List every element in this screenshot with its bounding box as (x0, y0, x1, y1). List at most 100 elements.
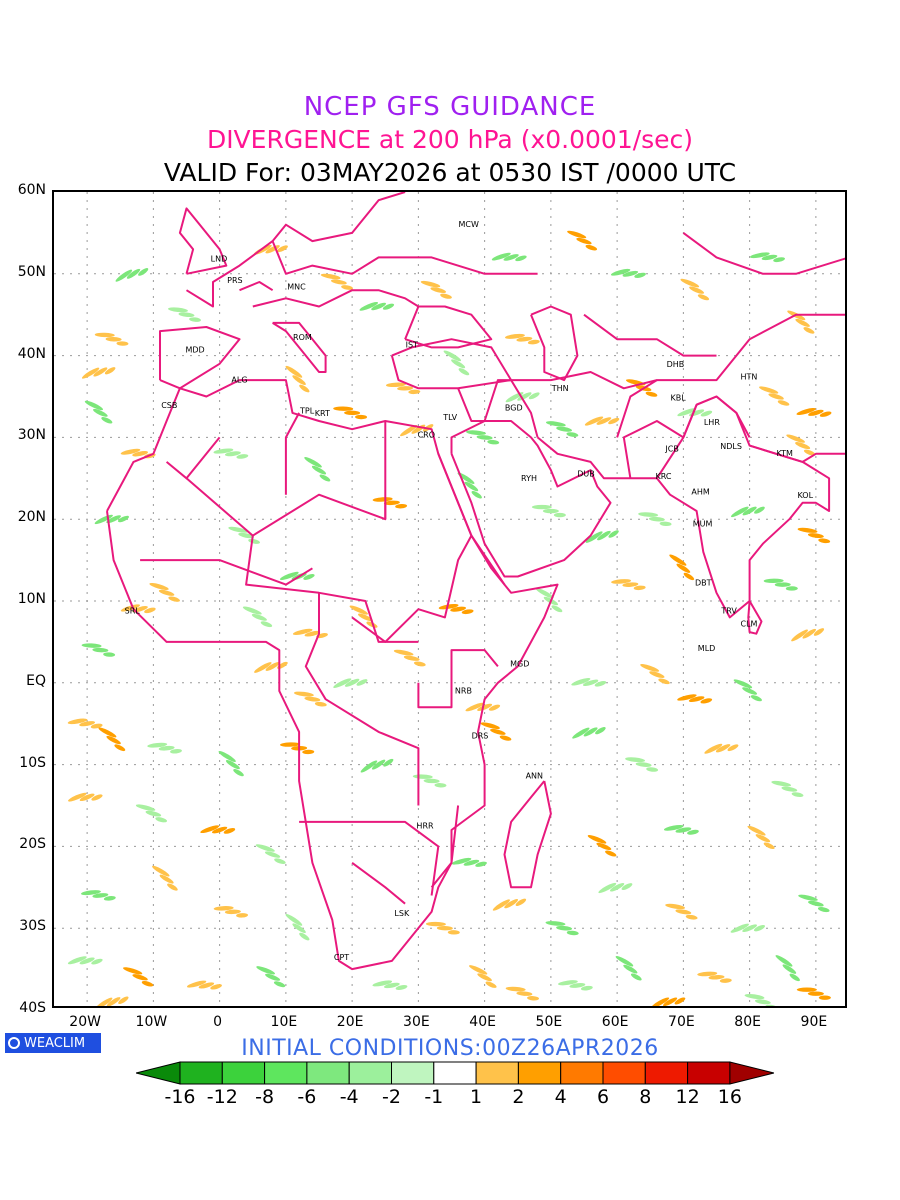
divergence-streak-segment (476, 435, 493, 440)
divergence-streak-segment (79, 793, 95, 802)
divergence-streak (256, 966, 286, 988)
divergence-streak-segment (535, 588, 554, 599)
divergence-streak-segment (648, 516, 665, 522)
country-boundary (185, 192, 406, 308)
divergence-streak-segment (658, 678, 670, 685)
divergence-streak (81, 643, 116, 657)
divergence-streak-segment (583, 727, 598, 737)
divergence-streak-segment (817, 907, 830, 913)
divergence-streak-segment (145, 810, 162, 817)
divergence-streak-segment (742, 506, 757, 516)
longitude-label: 10E (270, 1014, 298, 1030)
station-label: AHM (691, 488, 709, 497)
divergence-streak (680, 278, 710, 301)
divergence-streak-segment (676, 563, 691, 573)
divergence-streak-segment (84, 400, 104, 411)
colorbar-label: 2 (512, 1086, 525, 1108)
divergence-streak-segment (103, 896, 116, 901)
divergence-streak-segment (104, 367, 116, 375)
divergence-streak (294, 691, 327, 707)
divergence-streak-segment (393, 649, 414, 656)
station-label: MNC (287, 282, 306, 291)
divergence-streak (640, 664, 670, 685)
divergence-streak-segment (395, 985, 408, 990)
country-boundary (140, 559, 313, 586)
colorbar-box (221, 1061, 266, 1085)
divergence-streak-segment (704, 743, 723, 754)
divergence-streak-segment (218, 751, 236, 763)
divergence-streak-segment (254, 662, 272, 673)
colorbar-arrow-right (729, 1061, 775, 1085)
chart-title-model: NCEP GFS GUIDANCE (303, 92, 597, 122)
divergence-streak (242, 606, 273, 628)
divergence-streak-segment (423, 778, 440, 784)
station-label: MUM (693, 520, 713, 529)
divergence-streak-segment (795, 442, 811, 450)
colorbar-box (687, 1061, 731, 1085)
station-label: ANN (526, 772, 543, 781)
divergence-streak-segment (680, 278, 700, 288)
divergence-streak-segment (731, 506, 749, 518)
divergence-streak-segment (464, 481, 479, 492)
divergence-streak-segment (742, 924, 757, 933)
divergence-streak (213, 906, 249, 918)
divergence-streak-segment (475, 861, 487, 867)
divergence-streak-segment (615, 956, 634, 967)
station-label: NDLS (720, 442, 742, 451)
station-label: MLD (698, 644, 716, 653)
divergence-streak-segment (625, 757, 646, 763)
divergence-streak-segment (569, 983, 586, 988)
divergence-streak-segment (808, 900, 824, 907)
divergence-streak-segment (798, 894, 818, 901)
divergence-streak-segment (238, 532, 254, 539)
colorbar-box (517, 1061, 562, 1085)
divergence-streak-segment (304, 696, 321, 702)
divergence-streak-segment (755, 834, 771, 843)
map-panel: MCW LND PRS MNC ROM IST MDD ALG CSB TPL KRT TLV CRO B… (52, 190, 847, 1008)
latitude-label: 10N (17, 591, 46, 607)
divergence-streak (438, 603, 474, 615)
divergence-streak-segment (412, 774, 433, 779)
divergence-streak-segment (630, 973, 642, 981)
country-boundary (165, 436, 221, 480)
country-boundary (351, 861, 406, 905)
latitude-label: 40N (17, 345, 46, 362)
divergence-streak-segment (395, 503, 408, 509)
divergence-streak-segment (683, 572, 695, 581)
divergence-streak-segment (103, 652, 116, 657)
divergence-streak-segment (302, 749, 315, 755)
divergence-streak-segment (158, 589, 175, 596)
divergence-streak (94, 514, 129, 525)
station-label: LND (211, 255, 228, 264)
colorbar-box (264, 1061, 308, 1085)
divergence-streak-segment (595, 727, 606, 735)
divergence-streak (759, 386, 790, 406)
divergence-streak-segment (371, 759, 386, 770)
divergence-streak-segment (733, 679, 753, 689)
divergence-streak-segment (319, 474, 331, 482)
divergence-streak-segment (371, 302, 387, 311)
divergence-streak (491, 252, 527, 262)
divergence-streak-segment (528, 392, 540, 400)
divergence-streak-segment (132, 974, 148, 981)
station-label: HRR (416, 821, 434, 830)
divergence-streak-segment (685, 914, 698, 920)
divergence-streak-segment (754, 506, 765, 514)
divergence-streak-segment (553, 512, 566, 518)
divergence-streak-segment (93, 408, 108, 417)
colorbar-label: -4 (339, 1086, 359, 1108)
divergence-streak-segment (517, 392, 532, 401)
country-boundary (272, 321, 327, 373)
divergence-streak (545, 421, 579, 437)
divergence-streak-segment (531, 504, 552, 510)
country-boundary (106, 379, 559, 971)
divergence-streak (420, 280, 452, 299)
divergence-streak-segment (115, 269, 133, 282)
divergence-streak-segment (576, 237, 592, 245)
divergence-streak-segment (761, 254, 778, 261)
divergence-streak-segment (663, 997, 678, 1006)
divergence-streak-segment (622, 582, 639, 587)
station-label: CPT (334, 953, 349, 962)
divergence-streak (152, 865, 178, 891)
divergence-streak-segment (492, 899, 510, 911)
